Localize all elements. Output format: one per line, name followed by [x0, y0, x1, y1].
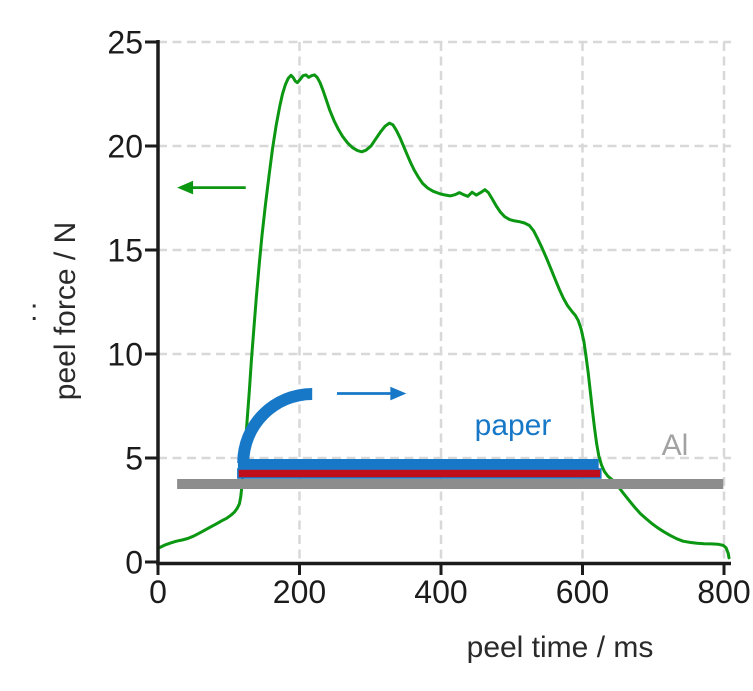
margin-mark: :	[30, 294, 39, 327]
x-axis-title: peel time / ms	[466, 631, 654, 664]
x-tick-label: 0	[149, 574, 167, 610]
peel-direction-arrow-head	[177, 180, 194, 195]
al-substrate-bar	[177, 479, 724, 489]
adhesive-layer-bar	[237, 468, 602, 479]
y-tick-label: 5	[125, 441, 143, 477]
y-tick-label: 15	[107, 233, 143, 269]
x-tick-label: 600	[556, 574, 609, 610]
y-tick-label: 10	[107, 337, 143, 373]
peeled-flap	[237, 388, 313, 463]
al-label: Al	[661, 429, 689, 462]
x-tick-label: 200	[273, 574, 326, 610]
x-tick-label: 800	[697, 574, 750, 610]
force-curve	[158, 73, 731, 560]
y-tick-label: 25	[107, 25, 143, 61]
paper-strip-bar	[237, 459, 599, 469]
peel-front-arrow-head	[390, 386, 407, 401]
paper-label: paper	[474, 409, 552, 442]
y-tick-label: 0	[125, 545, 143, 581]
y-axis-title: peel force / N	[49, 221, 82, 401]
y-tick-label: 20	[107, 129, 143, 165]
x-tick-label: 400	[414, 574, 467, 610]
